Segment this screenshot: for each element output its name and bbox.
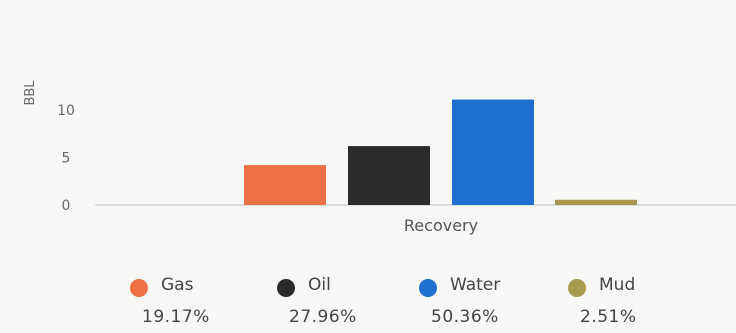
bar-gas: [244, 165, 326, 205]
legend-swatch-icon: [568, 279, 586, 297]
legend-label: Water: [450, 275, 501, 295]
bars-group: [244, 99, 637, 205]
legend-percentage: 27.96%: [289, 307, 357, 327]
legend-percentage: 50.36%: [431, 307, 499, 327]
legend-swatch-icon: [419, 279, 437, 297]
y-tick-label: 5: [62, 151, 71, 167]
legend-label: Oil: [308, 275, 331, 295]
y-axis-title: BBL: [23, 80, 38, 106]
legend-percentage: 19.17%: [142, 307, 210, 327]
legend-swatch-icon: [130, 279, 148, 297]
bar-oil: [348, 146, 430, 205]
legend: Gas 19.17% Oil 27.96% Water 50.36% Mud 2.51%: [0, 270, 736, 330]
legend-label: Gas: [161, 275, 194, 295]
y-tick-label: 0: [62, 198, 71, 214]
x-category-label: Recovery: [404, 216, 478, 235]
legend-swatch-icon: [277, 279, 295, 297]
y-axis: 0 5 10: [57, 103, 75, 214]
bar-water: [452, 99, 534, 205]
legend-label: Mud: [599, 275, 636, 295]
y-tick-label: 10: [57, 103, 75, 119]
bar-mud: [555, 199, 637, 205]
legend-percentage: 2.51%: [580, 307, 637, 327]
